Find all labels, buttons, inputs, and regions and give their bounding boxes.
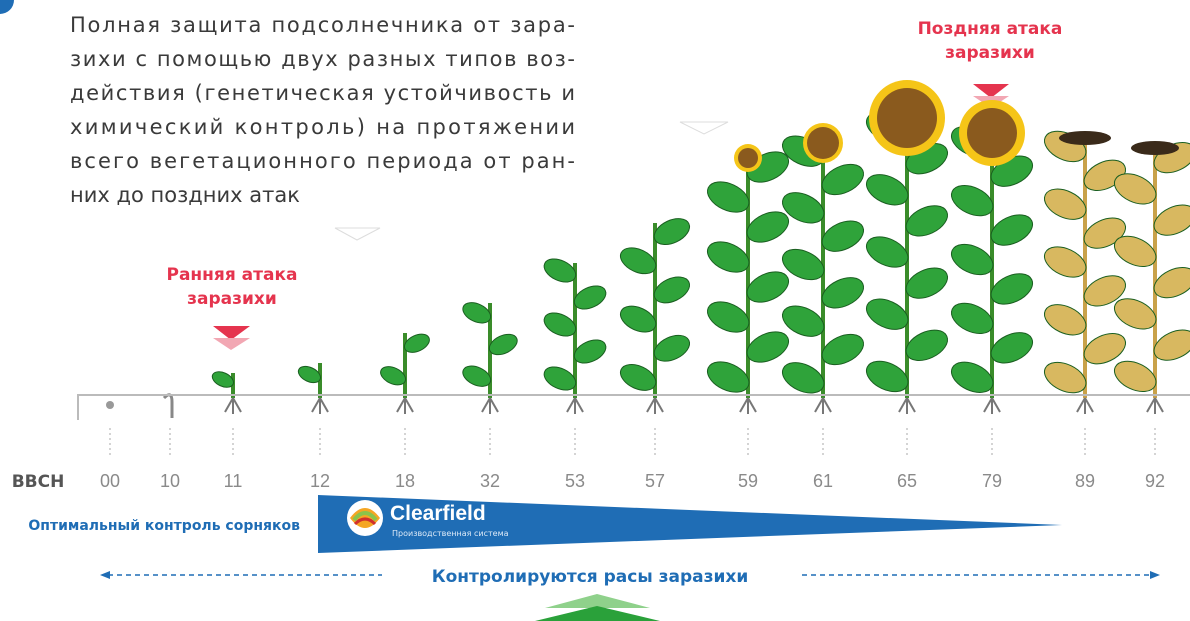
stage-label: 79 (982, 471, 1002, 491)
races-label: Контролируются расы заразихи (432, 567, 749, 587)
stage-label: 59 (738, 471, 758, 491)
plant (106, 401, 114, 409)
stage-label: 65 (897, 471, 917, 491)
intro-line: зихи с помощью двух разных типов воз- (70, 47, 575, 71)
stage-label: 12 (310, 471, 330, 491)
early-attack-line: заразихи (187, 289, 277, 309)
weed-control-label: Оптимальный контроль сорняков (28, 518, 300, 534)
roots (899, 398, 915, 414)
late-arrow (973, 84, 1009, 98)
roots (815, 398, 831, 414)
faint-marker (335, 228, 380, 240)
plant (1110, 136, 1190, 414)
stage-label: 18 (395, 471, 415, 491)
late-attack-line: заразихи (945, 43, 1035, 63)
plant (778, 123, 869, 414)
roots (312, 398, 328, 414)
ground-line (78, 395, 1190, 420)
intro-line: действия (генетическая устойчивость и (70, 81, 575, 105)
stage-label: 92 (1145, 471, 1165, 491)
head (877, 88, 937, 148)
plant (378, 330, 433, 414)
stage-label: 11 (224, 471, 243, 491)
roots (647, 398, 663, 414)
roots (397, 398, 413, 414)
stage-label: 89 (1075, 471, 1095, 491)
intro-line: них до поздних атак (70, 183, 300, 207)
plant (703, 144, 794, 414)
stage-label: 61 (813, 471, 833, 491)
stage-label: 32 (480, 471, 500, 491)
green-arrow (535, 606, 660, 621)
roots (225, 398, 241, 414)
brand: Clearfield (390, 502, 486, 525)
stages: 00 10 11 12 18 32 53 57 59 61 65 79 89 92 (100, 428, 1165, 491)
plant (210, 369, 241, 414)
plant (296, 363, 328, 414)
stage-label: 53 (565, 471, 585, 491)
stage-label: 57 (645, 471, 665, 491)
brand-subtitle: Производственная система (392, 529, 509, 538)
plant (460, 299, 521, 414)
early-arrow (213, 326, 250, 340)
scale-label: BBCH (12, 472, 65, 492)
roots (567, 398, 583, 414)
seed (106, 401, 114, 409)
early-arrow-shadow (213, 338, 250, 350)
clearfield-logo: Clearfield Производственная система (347, 500, 509, 538)
roots (482, 398, 498, 414)
roots (984, 398, 1000, 414)
roots (740, 398, 756, 414)
stage-label: 00 (100, 471, 120, 491)
head (1059, 131, 1111, 145)
head (967, 108, 1017, 158)
intro-line: химический контроль) на протяжении (70, 115, 575, 139)
intro-text: Полная защита подсолнечника от зара-зихи… (70, 13, 575, 207)
head (1131, 141, 1179, 155)
head (738, 148, 758, 168)
head (807, 127, 839, 159)
plant (862, 80, 953, 414)
plant (947, 100, 1038, 414)
green-arrow-shadow (545, 594, 650, 608)
intro-line: всего вегетационного периода от ран- (70, 149, 575, 173)
faint-marker (680, 122, 728, 134)
sprout (164, 395, 172, 418)
intro-line: Полная защита подсолнечника от зара- (70, 13, 575, 37)
plant (616, 213, 693, 414)
roots (1147, 398, 1163, 414)
plant (164, 395, 172, 418)
corner-mark (0, 0, 14, 14)
roots (1077, 398, 1093, 414)
stage-label: 10 (160, 471, 180, 491)
plant (540, 254, 609, 414)
infographic: Полная защита подсолнечника от зара-зихи… (0, 0, 1190, 621)
early-attack-line: Ранняя атака (167, 265, 298, 285)
late-attack-line: Поздняя атака (918, 19, 1063, 39)
